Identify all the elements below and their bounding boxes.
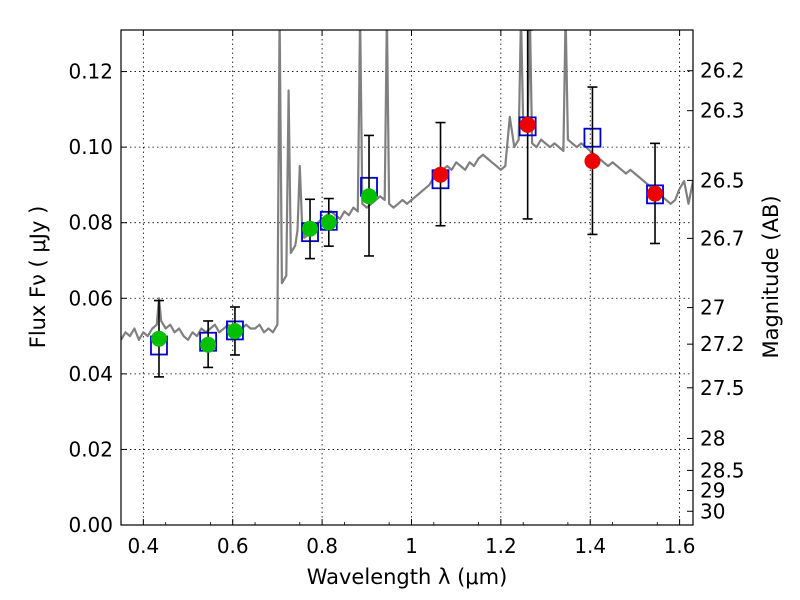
x-tick-label: 1.6 (664, 534, 696, 558)
y2-axis-title: Magnitude (AB) (759, 195, 783, 358)
mag-tick-label: 26.3 (700, 99, 745, 123)
tick-labels: 0.4 0.6 0.8 1 1.2 1.4 1.6 0.00 0.02 0.04 0.06 0.08 0… (68, 59, 744, 558)
mag-tick-label: 27 (700, 296, 725, 320)
nir-observation-point (519, 116, 536, 133)
y-tick-label: 0.02 (68, 437, 113, 461)
mag-tick-label: 27.2 (700, 332, 745, 356)
x-tick-label: 1.2 (485, 534, 517, 558)
y-tick-label: 0.00 (68, 513, 113, 537)
optical-observation-point (361, 188, 378, 205)
x-tick-label: 0.4 (127, 534, 159, 558)
data-area (121, 30, 693, 378)
x-tick-label: 1.4 (574, 534, 606, 558)
y-tick-label: 0.06 (68, 286, 113, 310)
y-tick-label: 0.10 (68, 135, 113, 159)
grid (121, 30, 693, 526)
optical-observation-point (226, 323, 243, 340)
plot-frame (120, 29, 694, 526)
y-tick-label: 0.08 (68, 211, 113, 235)
ticks (121, 30, 693, 526)
mag-tick-label: 28 (700, 426, 725, 450)
mag-tick-label: 26.2 (700, 59, 745, 83)
x-tick-label: 1 (405, 534, 418, 558)
mag-tick-label: 30 (700, 499, 725, 523)
optical-observation-point (200, 336, 217, 353)
x-axis-title: Wavelength λ (μm) (307, 565, 508, 589)
y-tick-label: 0.04 (68, 362, 113, 386)
mag-tick-label: 27.5 (700, 376, 745, 400)
optical-observation-point (320, 214, 337, 231)
x-tick-label: 0.6 (217, 534, 249, 558)
optical-observation-point (150, 330, 167, 347)
model-spectrum-line (121, 30, 693, 341)
mag-tick-label: 26.5 (700, 168, 745, 192)
mag-tick-label: 28.5 (700, 458, 745, 482)
y-axis-title: Flux Fν ( μJy ) (26, 206, 50, 349)
optical-observation-point (302, 220, 319, 237)
y-tick-label: 0.12 (68, 60, 113, 84)
mag-tick-label: 29 (700, 479, 725, 503)
nir-observation-point (584, 153, 601, 170)
nir-observation-point (647, 185, 664, 202)
x-tick-label: 0.8 (306, 534, 338, 558)
mag-tick-label: 26.7 (700, 226, 745, 250)
nir-observation-point (432, 166, 449, 183)
